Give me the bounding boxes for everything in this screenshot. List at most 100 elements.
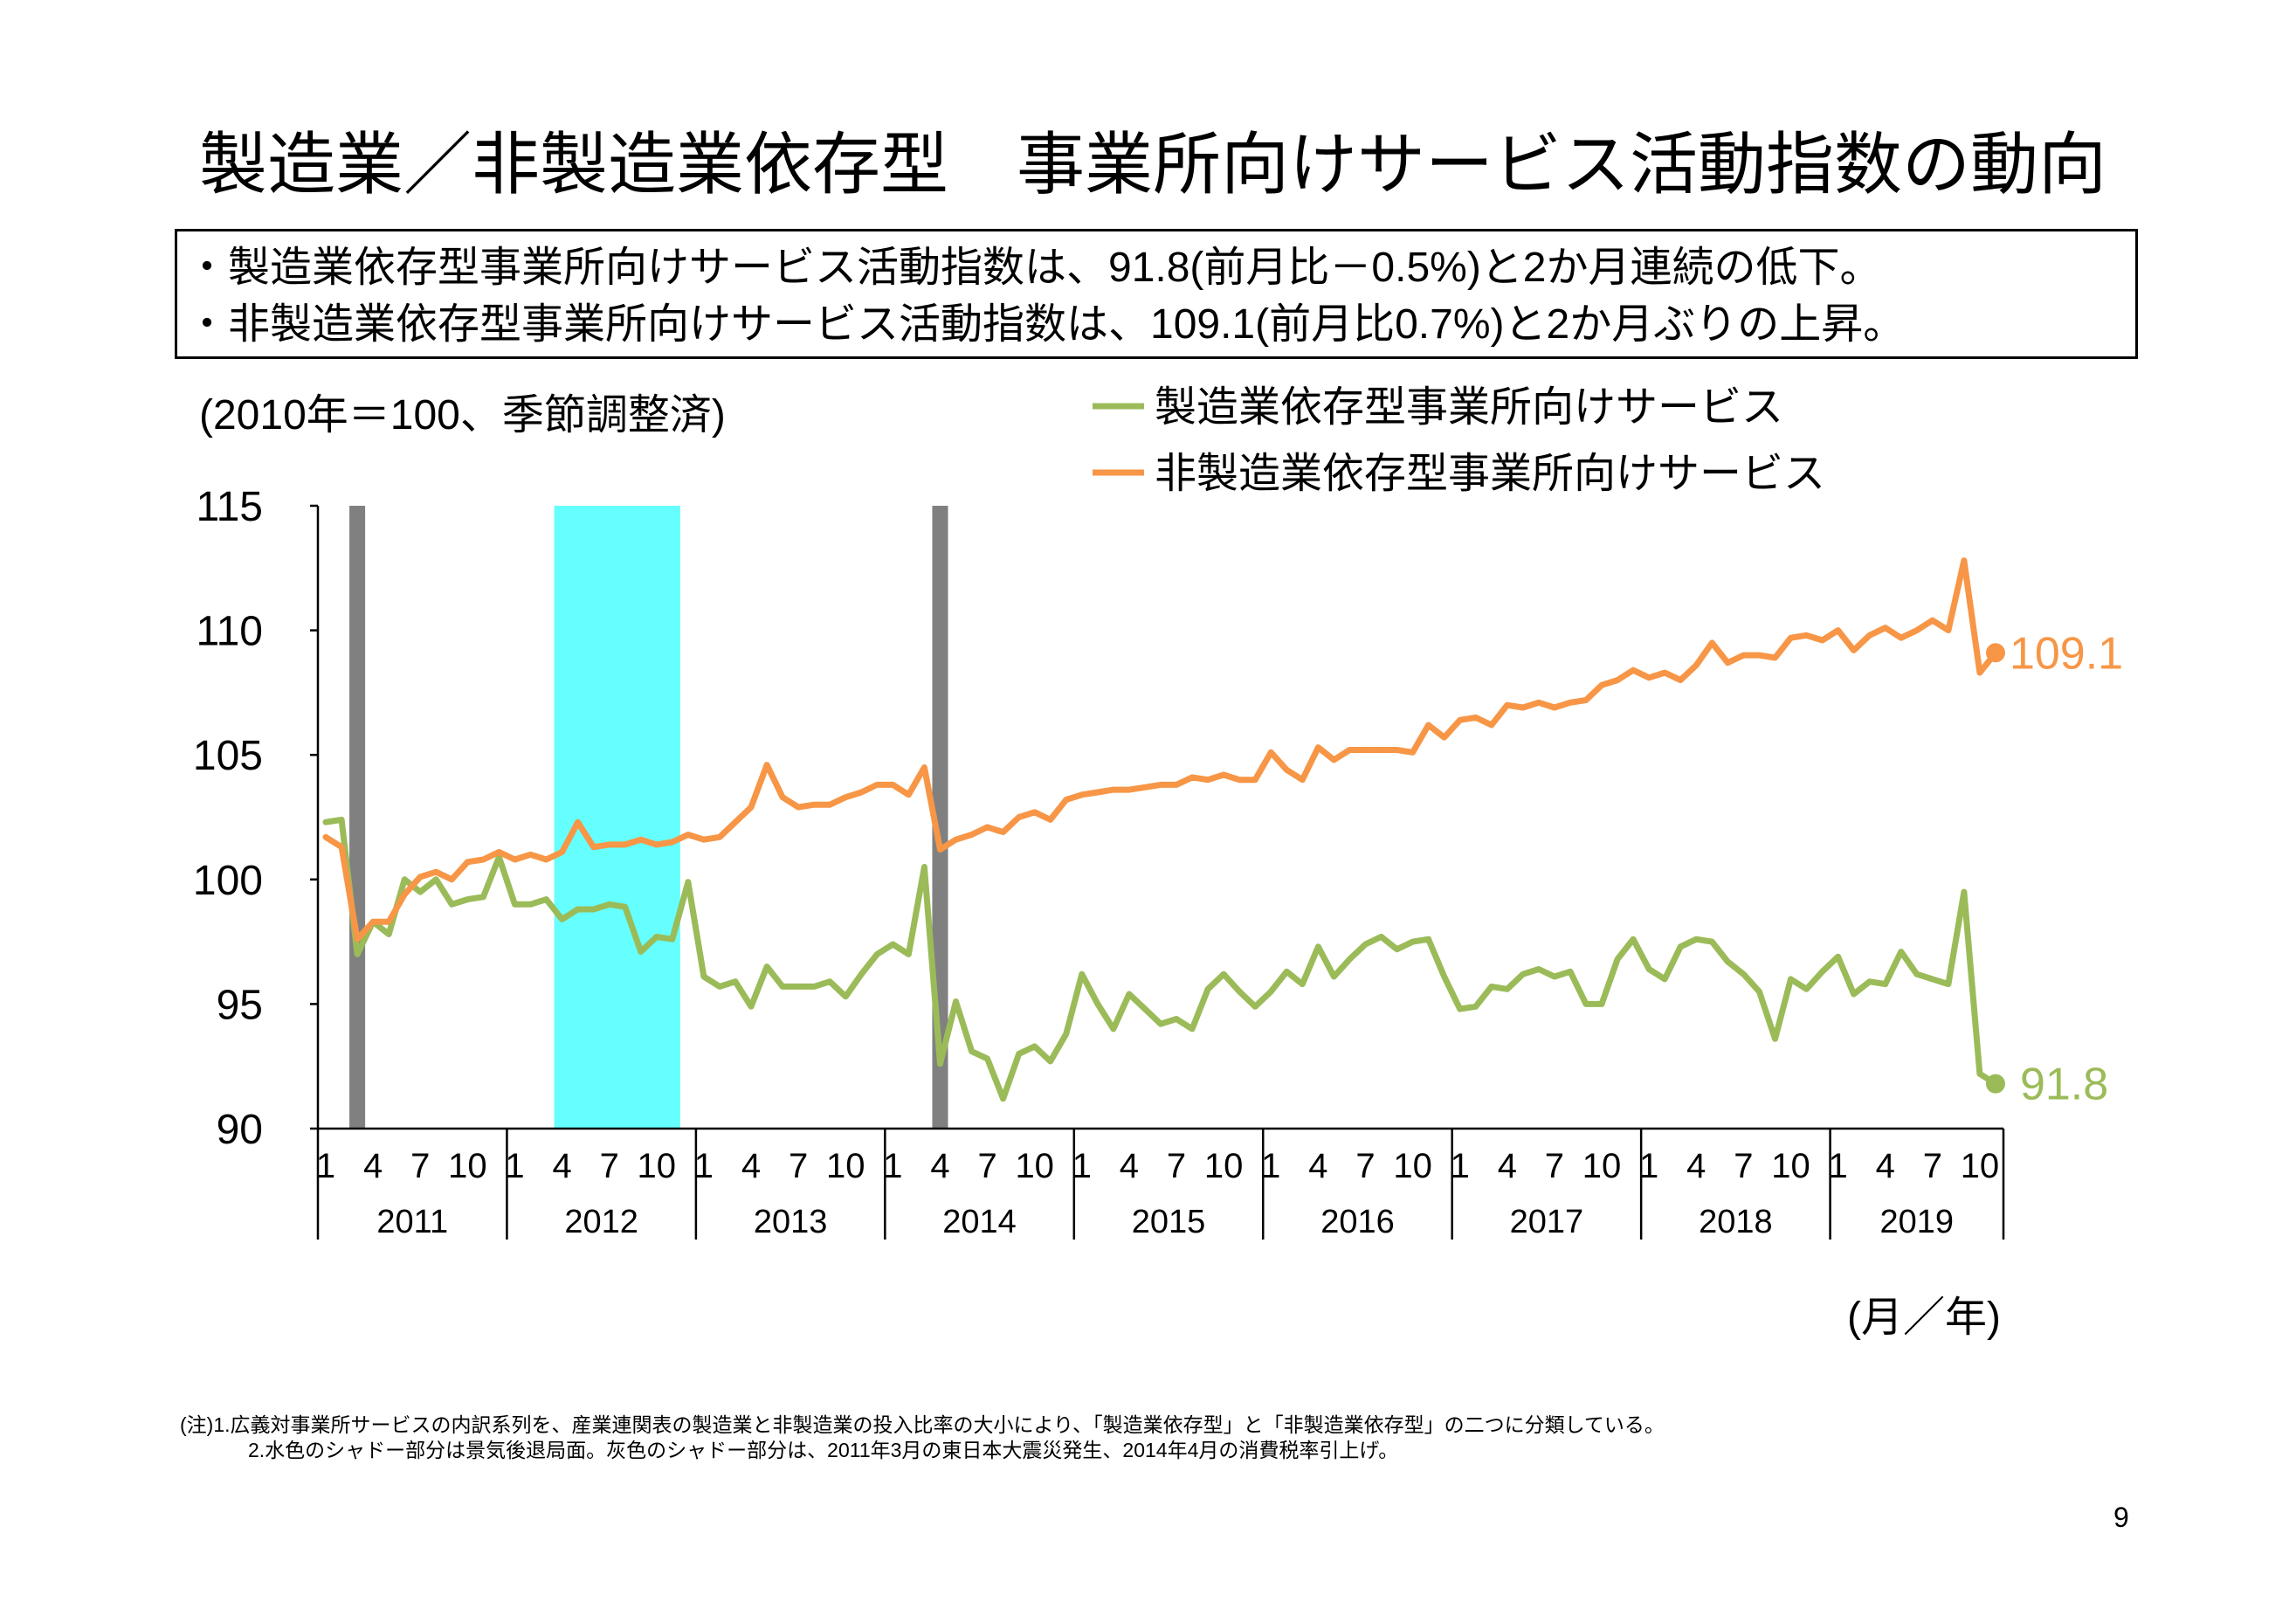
- data-point: [1929, 618, 1935, 624]
- data-point: [1315, 943, 1321, 950]
- data-point: [1520, 971, 1526, 977]
- data-point: [716, 834, 722, 840]
- month-tick-label: 1: [316, 1147, 335, 1185]
- data-point: [1725, 958, 1731, 964]
- data-point: [906, 791, 912, 798]
- year-label: 2012: [564, 1204, 638, 1240]
- month-tick-label: 10: [1015, 1147, 1054, 1185]
- year-label: 2016: [1320, 1204, 1395, 1240]
- data-point: [1599, 682, 1605, 688]
- data-point: [1646, 674, 1652, 680]
- data-point: [1819, 638, 1825, 644]
- data-point: [732, 978, 738, 984]
- data-point: [575, 907, 581, 913]
- data-point: [669, 936, 675, 943]
- data-point: [355, 936, 361, 943]
- shade-band: [554, 506, 680, 1129]
- data-point: [1741, 971, 1747, 977]
- data-point: [1961, 557, 1967, 563]
- data-point: [1252, 777, 1258, 783]
- year-label: 2019: [1880, 1204, 1955, 1240]
- data-point: [559, 849, 565, 855]
- month-tick-label: 10: [1582, 1147, 1622, 1185]
- data-point: [1583, 1001, 1589, 1007]
- data-point: [732, 819, 738, 825]
- data-point: [1756, 653, 1762, 659]
- data-point: [669, 839, 675, 846]
- data-point: [890, 941, 896, 947]
- data-point: [716, 984, 722, 990]
- data-point: [1851, 647, 1857, 653]
- data-point: [1189, 1026, 1196, 1032]
- data-point: [1693, 936, 1700, 943]
- data-point: [764, 963, 770, 970]
- data-point: [527, 901, 534, 908]
- month-tick-label: 7: [600, 1147, 619, 1185]
- data-point: [653, 841, 659, 847]
- data-point: [386, 919, 392, 925]
- data-point: [1237, 989, 1243, 995]
- page-number: 9: [2113, 1502, 2129, 1533]
- data-point: [1158, 1021, 1163, 1027]
- data-point: [559, 916, 565, 922]
- month-tick-label: 7: [410, 1147, 430, 1185]
- data-point: [417, 889, 424, 895]
- data-point: [1535, 700, 1541, 706]
- data-point: [1158, 782, 1163, 788]
- data-point: [543, 896, 549, 902]
- data-point: [1631, 667, 1637, 673]
- data-point: [1141, 784, 1148, 791]
- data-point: [858, 789, 865, 795]
- month-tick-label: 1: [883, 1147, 902, 1185]
- month-tick-label: 7: [1545, 1147, 1564, 1185]
- footnote-1: (注)1.広義対事業所サービスの内訳系列を、産業連関表の製造業と非製造業の投入比…: [180, 1413, 1665, 1436]
- data-point: [1898, 635, 1904, 641]
- data-point: [1866, 632, 1872, 639]
- month-tick-label: 4: [1876, 1147, 1895, 1185]
- data-point: [858, 971, 865, 977]
- data-point: [1362, 747, 1369, 753]
- data-point: [1835, 627, 1841, 633]
- data-point: [1882, 981, 1888, 987]
- data-point: [780, 984, 786, 990]
- year-label: 2017: [1510, 1204, 1584, 1240]
- data-point: [638, 837, 644, 843]
- data-point: [1567, 969, 1573, 975]
- data-point: [1016, 1051, 1022, 1057]
- month-tick-label: 10: [1961, 1147, 2000, 1185]
- data-point: [1347, 747, 1353, 753]
- data-point: [480, 856, 486, 862]
- data-point: [1662, 670, 1668, 676]
- data-point: [984, 1056, 990, 1062]
- data-point: [685, 879, 691, 885]
- data-point: [843, 993, 849, 999]
- data-point: [1079, 791, 1085, 798]
- data-point: [1189, 774, 1196, 780]
- data-point: [1094, 789, 1100, 795]
- x-axis-label: (月／年): [1847, 1295, 2001, 1341]
- summary-line-non-manufacturing: ・非製造業依存型事業所向けサービス活動指数は、109.1(前月比0.7%)と2か…: [186, 301, 1906, 348]
- data-point: [622, 841, 628, 847]
- data-point: [1913, 971, 1920, 977]
- data-point: [543, 856, 549, 862]
- data-point: [827, 802, 833, 808]
- data-point: [1599, 1001, 1605, 1007]
- data-point: [1945, 627, 1951, 633]
- data-point: [780, 794, 786, 800]
- data-point: [449, 901, 455, 908]
- data-point: [1662, 976, 1668, 982]
- data-point: [1378, 747, 1384, 753]
- month-tick-label: 10: [1204, 1147, 1244, 1185]
- data-point: [700, 974, 707, 980]
- month-tick-label: 4: [741, 1147, 761, 1185]
- data-point: [449, 876, 455, 882]
- data-point: [480, 894, 486, 900]
- data-point: [1693, 662, 1700, 668]
- end-marker: [1985, 643, 2005, 663]
- year-label: 2014: [942, 1204, 1017, 1240]
- data-point: [1000, 829, 1006, 835]
- data-point: [1709, 639, 1715, 646]
- data-point: [622, 904, 628, 910]
- data-point: [402, 891, 408, 897]
